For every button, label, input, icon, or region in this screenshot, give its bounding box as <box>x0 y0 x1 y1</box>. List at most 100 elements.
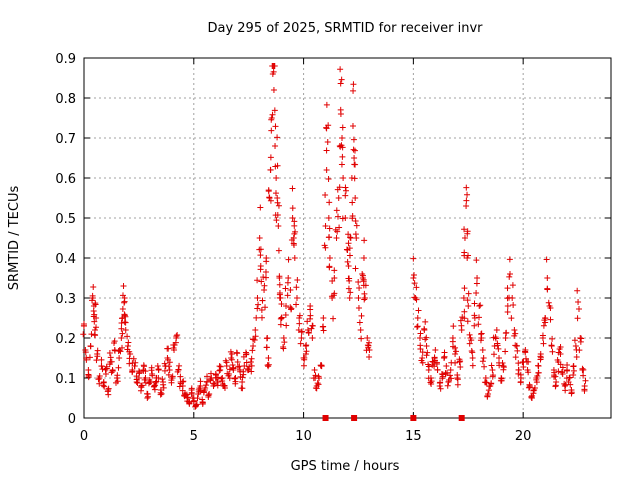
data-point <box>109 367 116 374</box>
data-point <box>309 335 316 341</box>
data-point <box>464 297 471 304</box>
data-point <box>206 391 213 397</box>
data-point <box>231 375 238 382</box>
data-point <box>347 289 354 296</box>
data-point <box>326 199 333 206</box>
data-point <box>353 222 360 229</box>
data-point <box>454 381 461 388</box>
data-point <box>102 366 109 373</box>
data-point <box>466 331 473 338</box>
data-point <box>477 302 484 309</box>
data-point <box>464 318 471 325</box>
data-point <box>326 225 333 232</box>
data-point <box>283 303 290 309</box>
data-point <box>297 340 304 347</box>
data-point <box>338 76 345 83</box>
data-point <box>320 315 327 321</box>
data-point <box>203 378 210 385</box>
data-point <box>298 335 305 341</box>
data-point <box>574 315 581 322</box>
data-points <box>80 63 589 421</box>
data-point <box>347 234 354 241</box>
data-point <box>355 279 362 286</box>
data-point <box>514 347 521 354</box>
data-point <box>356 284 363 291</box>
data-point <box>323 101 330 108</box>
data-point <box>326 255 333 261</box>
data-point <box>161 360 168 367</box>
data-point <box>257 263 264 269</box>
data-point <box>340 175 347 181</box>
data-point <box>258 314 265 321</box>
data-point <box>525 369 532 376</box>
data-point <box>565 379 572 386</box>
data-point <box>423 334 430 341</box>
data-point <box>548 342 555 349</box>
data-point <box>473 280 480 287</box>
data-point <box>337 80 344 87</box>
data-point <box>280 343 287 350</box>
y-axis-label: SRMTID / TECUs <box>7 186 22 291</box>
x-tick-label: 10 <box>295 429 312 444</box>
data-point <box>257 252 264 259</box>
data-point <box>314 380 321 387</box>
data-point <box>181 392 188 399</box>
data-point <box>116 355 123 361</box>
data-point <box>232 378 239 385</box>
data-point <box>448 375 455 382</box>
data-point <box>337 111 344 117</box>
data-point <box>204 373 211 380</box>
data-point <box>353 235 360 241</box>
data-point <box>337 66 344 73</box>
data-point <box>551 369 558 376</box>
data-point <box>510 302 517 309</box>
data-point <box>120 283 127 289</box>
data-point <box>293 295 300 301</box>
data-point <box>535 362 542 369</box>
data-point <box>549 335 556 342</box>
data-point <box>572 343 579 349</box>
data-point <box>269 111 276 118</box>
data-point <box>301 356 308 363</box>
data-point <box>145 393 152 400</box>
data-point <box>326 234 333 241</box>
data-point <box>248 355 255 362</box>
data-point <box>126 348 133 355</box>
data-point <box>570 367 577 374</box>
data-point <box>423 343 430 349</box>
data-point <box>258 278 265 285</box>
data-point <box>575 299 582 305</box>
data-point <box>547 304 554 311</box>
data-point <box>504 285 511 292</box>
data-point <box>175 366 182 373</box>
data-point <box>274 162 281 169</box>
data-point <box>263 335 270 342</box>
data-point <box>300 362 307 369</box>
data-point <box>481 379 488 386</box>
data-point <box>179 378 186 385</box>
data-point <box>192 402 199 409</box>
data-point <box>531 385 538 392</box>
data-point <box>506 271 513 277</box>
data-point <box>415 307 422 314</box>
y-tick-labels: 0 0.1 0.2 0.3 0.4 0.5 0.6 0.7 0.8 0.9 <box>55 52 76 427</box>
data-point <box>502 348 509 355</box>
y-tick-label: 0.6 <box>55 172 76 187</box>
y-tick-label: 0.2 <box>55 332 76 347</box>
data-point <box>111 340 118 347</box>
data-point <box>464 191 471 198</box>
data-point <box>149 372 156 379</box>
data-point <box>465 252 472 259</box>
data-point <box>214 374 221 381</box>
data-point <box>161 367 168 374</box>
data-point <box>336 224 343 231</box>
data-point <box>452 359 459 366</box>
data-point <box>461 235 468 241</box>
data-point <box>428 378 435 385</box>
data-point <box>82 349 89 356</box>
data-point <box>94 347 101 354</box>
x-tick-label: 5 <box>190 429 198 444</box>
data-point <box>552 373 559 380</box>
data-point <box>322 192 329 199</box>
data-point <box>495 345 502 352</box>
